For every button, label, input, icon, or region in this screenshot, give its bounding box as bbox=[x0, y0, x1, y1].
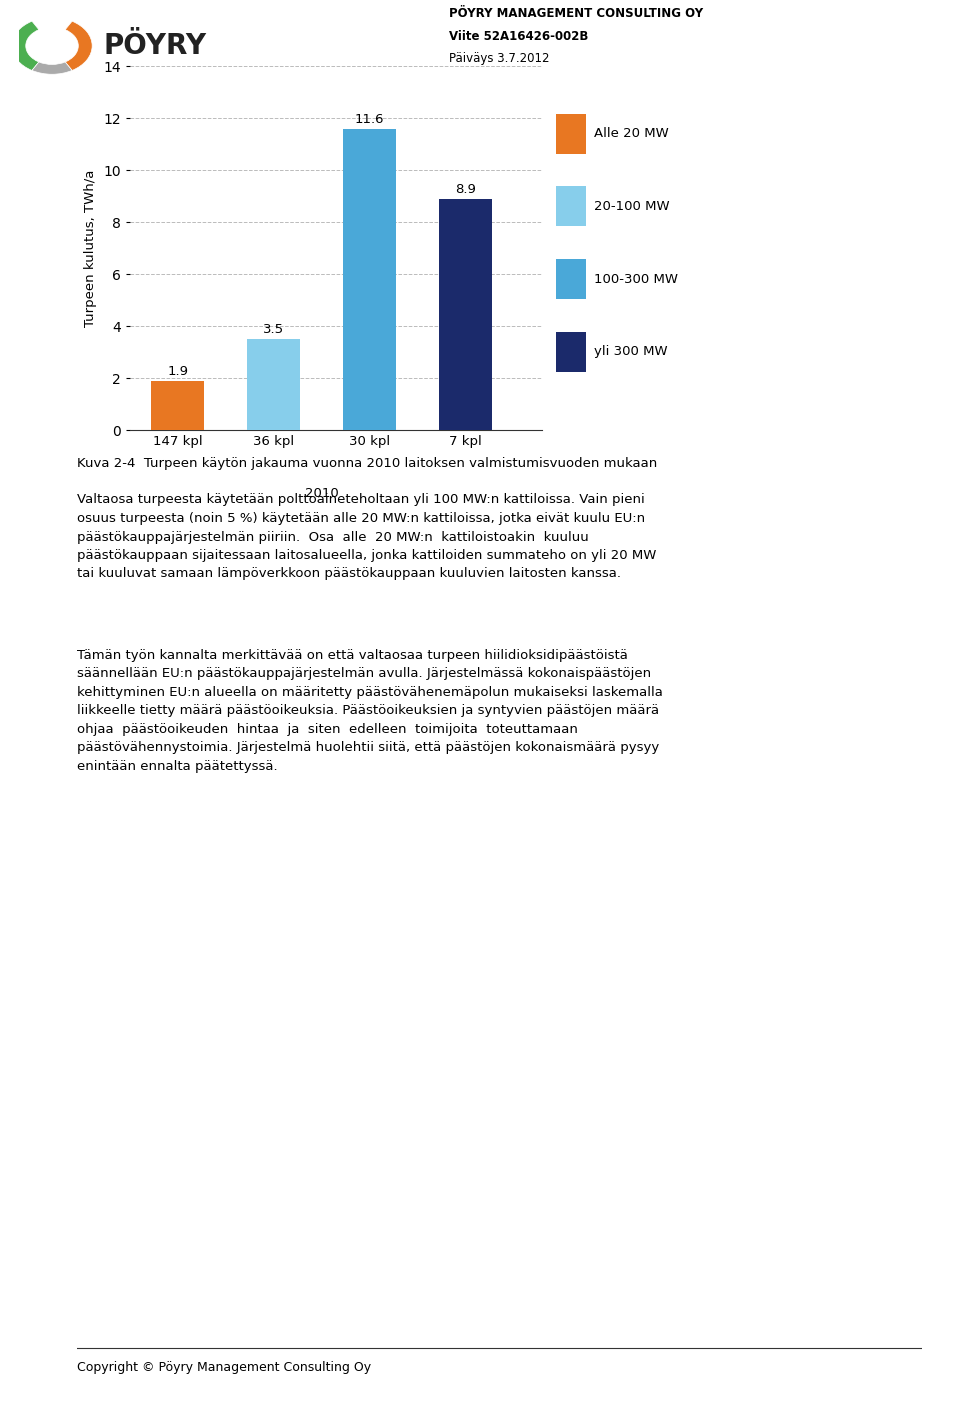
Text: 3.5: 3.5 bbox=[263, 323, 284, 336]
Wedge shape bbox=[12, 21, 39, 70]
Bar bbox=[439, 199, 492, 430]
Text: Sivu 9 (28): Sivu 9 (28) bbox=[449, 75, 514, 87]
Text: PÖYRY MANAGEMENT CONSULTING OY: PÖYRY MANAGEMENT CONSULTING OY bbox=[449, 7, 704, 20]
FancyBboxPatch shape bbox=[556, 331, 586, 372]
Text: 11.6: 11.6 bbox=[355, 113, 384, 125]
Text: 20-100 MW: 20-100 MW bbox=[594, 200, 670, 213]
Text: Tämän työn kannalta merkittävää on että valtaosaa turpeen hiilidioksidipäästöist: Tämän työn kannalta merkittävää on että … bbox=[77, 649, 662, 773]
Bar bbox=[344, 128, 396, 430]
Text: Valtaosa turpeesta käytetään polttoaineteholtaan yli 100 MW:n kattiloissa. Vain : Valtaosa turpeesta käytetään polttoainet… bbox=[77, 493, 657, 581]
Text: 1.9: 1.9 bbox=[167, 365, 188, 378]
Y-axis label: Turpeen kulutus, TWh/a: Turpeen kulutus, TWh/a bbox=[84, 169, 97, 327]
FancyBboxPatch shape bbox=[556, 186, 586, 227]
FancyBboxPatch shape bbox=[556, 114, 586, 154]
Text: Päiväys 3.7.2012: Päiväys 3.7.2012 bbox=[449, 52, 550, 65]
Text: Copyright © Pöyry Management Consulting Oy: Copyright © Pöyry Management Consulting … bbox=[77, 1361, 371, 1375]
Text: PÖYRY: PÖYRY bbox=[103, 32, 206, 59]
Wedge shape bbox=[32, 62, 72, 75]
Text: Alle 20 MW: Alle 20 MW bbox=[594, 127, 669, 140]
Text: 8.9: 8.9 bbox=[455, 183, 476, 196]
FancyBboxPatch shape bbox=[556, 259, 586, 299]
Text: Kuva 2-4  Turpeen käytön jakauma vuonna 2010 laitoksen valmistumisvuoden mukaan: Kuva 2-4 Turpeen käytön jakauma vuonna 2… bbox=[77, 457, 657, 470]
Text: 2010: 2010 bbox=[304, 488, 339, 501]
Bar bbox=[152, 381, 204, 430]
Text: 100-300 MW: 100-300 MW bbox=[594, 272, 678, 286]
Bar bbox=[248, 338, 300, 430]
Text: yli 300 MW: yli 300 MW bbox=[594, 345, 668, 358]
Text: Viite 52A16426-002B: Viite 52A16426-002B bbox=[449, 30, 588, 42]
Wedge shape bbox=[65, 21, 92, 70]
